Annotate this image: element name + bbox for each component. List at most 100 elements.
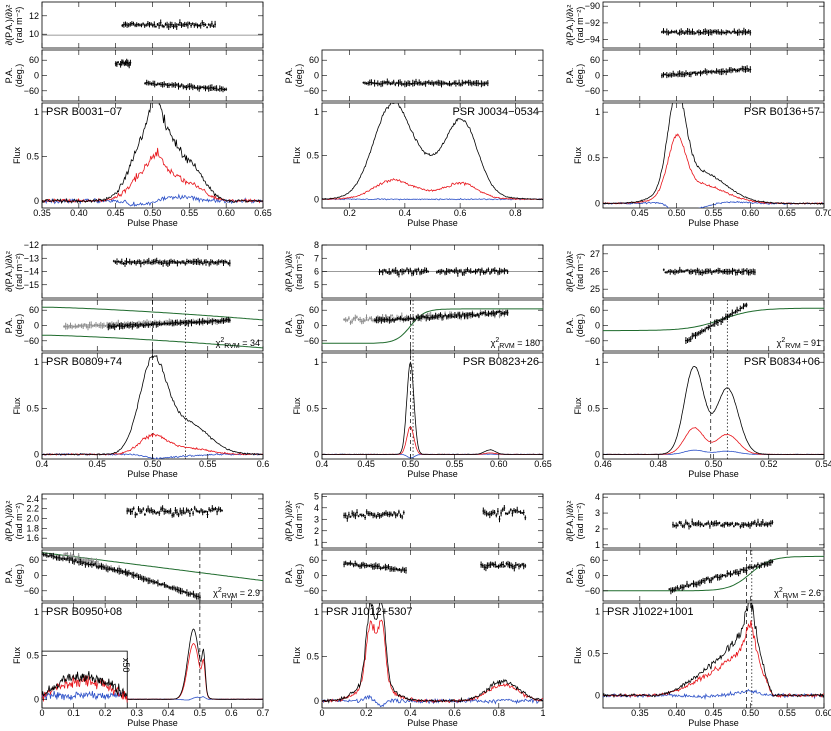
y-tick-label: 60 (590, 55, 600, 65)
data-points (374, 309, 509, 324)
linear-polarization-line (603, 620, 824, 699)
chi2-rvm-label: χ2RVM = 34 (216, 337, 260, 350)
pa-axis-label: P.A.(deg.) (565, 564, 585, 588)
x-axis-label: Pulse Phase (127, 218, 178, 228)
pa-axis-label: P.A.(deg.) (4, 64, 24, 88)
x-tick-label: 0.2 (343, 208, 356, 218)
pa-frame (602, 49, 825, 102)
total-intensity-line (603, 603, 824, 699)
pa-frame (41, 49, 264, 102)
pa-axis-label: P.A.(deg.) (565, 314, 585, 338)
y-tick-label: 2.0 (26, 514, 39, 524)
x-axis-label: Pulse Phase (688, 218, 739, 228)
y-tick-label: 60 (29, 55, 39, 65)
flux-plot-area (322, 603, 543, 708)
rvm-fit-curve (322, 308, 543, 344)
flux-frame (321, 352, 544, 460)
rm-axis-label: ∂(P.A.)/∂λ²(rad m⁻²) (565, 501, 585, 542)
y-tick-label: 0.5 (306, 151, 319, 161)
x-tick-label: 0.55 (181, 208, 199, 218)
y-tick-label: 0 (314, 449, 319, 459)
y-tick-label: 0 (314, 71, 319, 81)
panel-psr-b0031-07: 1012∂(P.A.)/∂λ²(rad m⁻²)600−60P.A.(deg.)… (4, 1, 272, 228)
rm-frame (602, 1, 825, 49)
pulsar-name: PSR B0136+57 (744, 106, 820, 118)
chi2-rvm-label: χ2RVM = 2.9 (213, 587, 260, 600)
pa-plot-area (362, 78, 489, 88)
x-tick-label: 0.4 (316, 459, 329, 469)
data-points (662, 266, 756, 276)
pa-axis-label: P.A.(deg.) (284, 314, 304, 338)
x-tick-label: 0.6 (257, 459, 270, 469)
y-tick-label: 0.5 (26, 651, 39, 661)
panel-psr-b0950-08: 2.42.22.01.81.6∂(P.A.)/∂λ²(rad m⁻²) 60 0 −6… (4, 493, 269, 728)
y-tick-label: 1 (314, 537, 319, 547)
pa-frame (321, 549, 544, 602)
x-tick-label: 0.5 (194, 708, 207, 718)
y-tick-label: 0.5 (587, 153, 600, 163)
x-axis-label: Pulse Phase (407, 718, 458, 728)
total-intensity-line (603, 365, 824, 456)
y-tick-label: 0 (34, 694, 39, 704)
pa-plot-area (661, 65, 752, 79)
y-tick-label: 0 (314, 696, 319, 706)
x-tick-label: 0.60 (217, 208, 235, 218)
circular-polarization-line (322, 694, 543, 708)
y-tick-label: −60 (24, 86, 39, 96)
data-points (126, 505, 223, 518)
y-tick-label: 0 (595, 449, 600, 459)
y-tick-label: 8 (314, 240, 319, 250)
x-tick-label: 0.45 (705, 708, 723, 718)
y-tick-label: −60 (304, 86, 319, 96)
data-points (42, 552, 129, 577)
y-tick-label: 2.4 (26, 494, 39, 504)
y-tick-label: 1.8 (26, 523, 39, 533)
flux-plot-area (603, 365, 824, 456)
flux-frame (602, 602, 825, 709)
x-axis-label: Pulse Phase (407, 218, 458, 228)
total-intensity-line (322, 103, 543, 201)
y-tick-label: −92 (585, 18, 600, 28)
y-tick-label: −15 (24, 280, 39, 290)
x-tick-label: 0.52 (760, 459, 778, 469)
data-points (661, 65, 752, 79)
y-tick-label: 0 (34, 321, 39, 331)
flux-axis-label: Flux (292, 647, 302, 665)
x-tick-label: 0.55 (446, 459, 464, 469)
x-tick-label: 0.55 (778, 708, 796, 718)
y-tick-label: 0.5 (587, 403, 600, 413)
y-tick-label: −12 (24, 240, 39, 250)
panel-psr-b0823-26: 8 7 6 5 ∂(P.A.)/∂λ²(rad m⁻²) 60 0 −60P.A.(deg.)… (284, 240, 552, 479)
x-axis-label: Pulse Phase (688, 469, 739, 479)
pulsar-name: PSR B0809+74 (46, 356, 122, 368)
rm-axis-label: ∂(P.A.)/∂λ²(rad m⁻²) (284, 251, 304, 292)
y-tick-label: 5 (314, 491, 319, 501)
linear-polarization-line (322, 426, 543, 456)
flux-plot-area (42, 103, 263, 207)
pa-plot-area (603, 302, 824, 344)
inset-scale-label: x50 (121, 658, 131, 673)
x-tick-label: 0.35 (631, 708, 649, 718)
y-tick-label: 10 (29, 29, 39, 39)
rm-axis-label: ∂(P.A.)/∂λ²(rad m⁻²) (565, 5, 585, 46)
y-tick-label: 4 (595, 492, 600, 502)
y-tick-label: −60 (585, 336, 600, 346)
flux-frame (602, 352, 825, 460)
x-tick-label: 0.40 (668, 708, 686, 718)
linear-polarization-line (42, 147, 263, 204)
y-tick-label: 7 (314, 253, 319, 263)
y-tick-label: 1 (595, 606, 600, 616)
y-tick-label: 27 (590, 249, 600, 259)
y-tick-label: 0.5 (306, 403, 319, 413)
x-tick-label: 1 (540, 708, 545, 718)
y-tick-label: 0 (595, 71, 600, 81)
circular-polarization-line (322, 197, 543, 201)
y-tick-label: 60 (590, 305, 600, 315)
data-points (685, 302, 748, 344)
data-points (107, 316, 231, 331)
rvm-fit-curve (42, 552, 263, 582)
y-tick-label: 4 (314, 503, 319, 513)
data-points (362, 78, 489, 88)
x-tick-label: 0.6 (454, 208, 467, 218)
panel-psr-b0809-74: −12 −13 −14 −15∂(P.A.)/∂λ²(rad m⁻²) 60 0 −60P.… (4, 240, 269, 479)
